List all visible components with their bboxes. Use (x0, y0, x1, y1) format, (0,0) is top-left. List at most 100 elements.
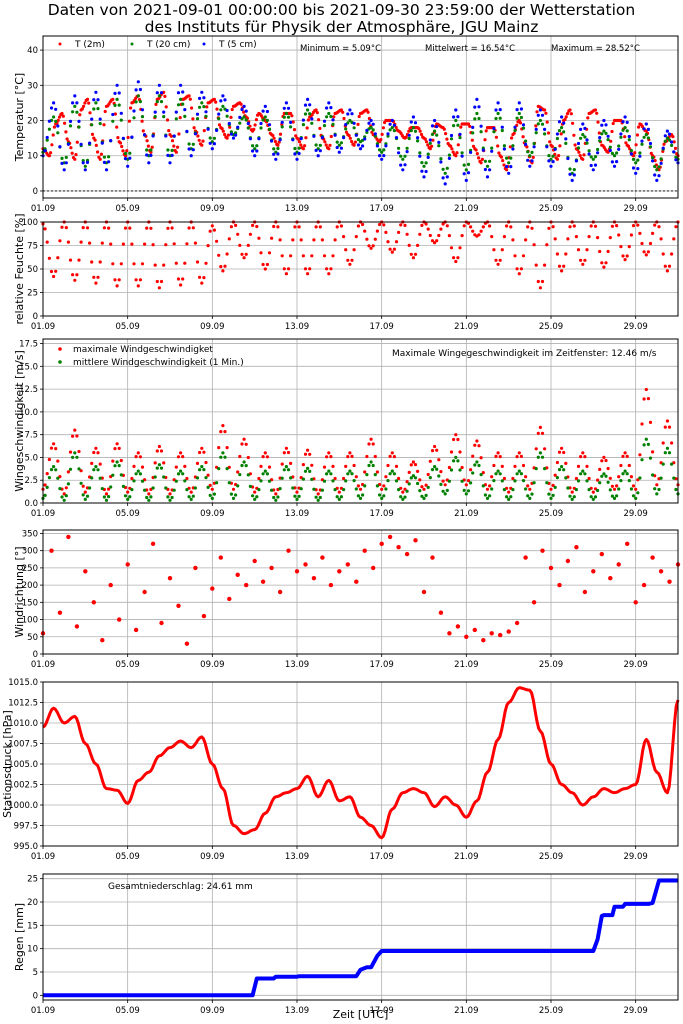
y-tick-label: 997.5 (14, 822, 38, 832)
data-point (524, 487, 528, 491)
x-tick-label: 05.09 (115, 660, 139, 670)
data-point (502, 476, 506, 481)
data-point (505, 165, 509, 169)
data-point (221, 424, 225, 428)
data-point (136, 451, 140, 455)
data-point (289, 254, 293, 258)
data-point (94, 143, 98, 147)
data-point (312, 238, 316, 242)
data-point (331, 122, 335, 126)
data-point (392, 247, 396, 251)
data-point (407, 243, 411, 247)
data-point (320, 238, 324, 242)
data-point (151, 243, 155, 247)
data-point (609, 139, 613, 143)
data-point (157, 444, 161, 449)
data-point (181, 102, 185, 106)
data-point (344, 464, 348, 468)
data-point (43, 493, 47, 497)
data-point (176, 472, 181, 476)
annotation: Maximale Wingegeschwindigkeit im Zeitfen… (392, 349, 657, 359)
data-point (90, 461, 94, 465)
data-point (610, 151, 615, 155)
data-point (430, 555, 435, 560)
data-point (146, 144, 150, 148)
data-point (481, 148, 485, 152)
data-point (365, 454, 369, 459)
data-point (651, 473, 655, 477)
data-point (475, 97, 479, 101)
data-point (581, 133, 585, 137)
data-point (409, 120, 413, 124)
data-point (653, 164, 657, 169)
data-point (286, 468, 291, 472)
data-point (52, 115, 56, 119)
data-point (572, 133, 576, 137)
data-point (530, 159, 534, 163)
x-tick-label: 01.09 (31, 509, 55, 519)
data-point (528, 154, 532, 158)
data-point (458, 132, 462, 136)
data-point (545, 243, 549, 247)
data-point (500, 464, 504, 468)
data-point (219, 108, 223, 112)
data-point (102, 495, 106, 499)
data-point (363, 484, 367, 488)
data-point (90, 260, 94, 264)
data-point (471, 471, 475, 475)
data-point (640, 139, 644, 143)
data-point (653, 173, 657, 177)
x-tick-label: 05.09 (115, 852, 139, 862)
data-point (189, 490, 193, 494)
data-point (581, 469, 585, 473)
data-point (202, 129, 206, 133)
data-point (331, 464, 335, 468)
data-point (422, 496, 426, 500)
data-point (610, 129, 614, 134)
data-point (585, 479, 589, 483)
data-point (449, 450, 454, 454)
data-point (96, 468, 100, 472)
data-point (386, 479, 390, 483)
data-point (119, 458, 123, 463)
data-point (83, 164, 87, 168)
data-point (418, 478, 422, 482)
data-point (532, 243, 536, 247)
data-point (371, 122, 375, 126)
data-point (176, 277, 181, 281)
y-tick-label: 10 (27, 945, 38, 955)
data-point (369, 460, 373, 464)
data-point (604, 123, 608, 127)
data-point (201, 139, 205, 143)
data-point (140, 108, 145, 112)
data-point (92, 275, 96, 279)
data-point (58, 145, 62, 149)
x-tick-label: 25.09 (539, 322, 563, 332)
data-point (477, 444, 481, 448)
data-point (433, 444, 437, 449)
data-point (273, 139, 277, 144)
data-point (318, 495, 322, 500)
axes-frame (42, 338, 679, 504)
y-axis-label: Temperatur [°C] (13, 73, 26, 162)
data-point (565, 112, 570, 116)
data-point (445, 175, 449, 179)
data-point (303, 144, 307, 148)
y-axis-label: Regen [mm] (13, 903, 26, 971)
data-point (430, 239, 435, 243)
data-point (259, 126, 263, 130)
data-point (68, 124, 73, 128)
data-point (282, 115, 286, 119)
x-tick-label: 25.09 (539, 1006, 563, 1016)
data-point (583, 258, 587, 262)
data-point (88, 111, 92, 115)
data-point (289, 125, 293, 129)
data-point (606, 466, 610, 471)
data-point (369, 246, 373, 250)
data-point (585, 464, 589, 468)
data-point (505, 168, 509, 172)
data-point (204, 261, 208, 265)
data-point (384, 475, 388, 479)
data-point (166, 148, 170, 152)
data-point (346, 112, 350, 116)
